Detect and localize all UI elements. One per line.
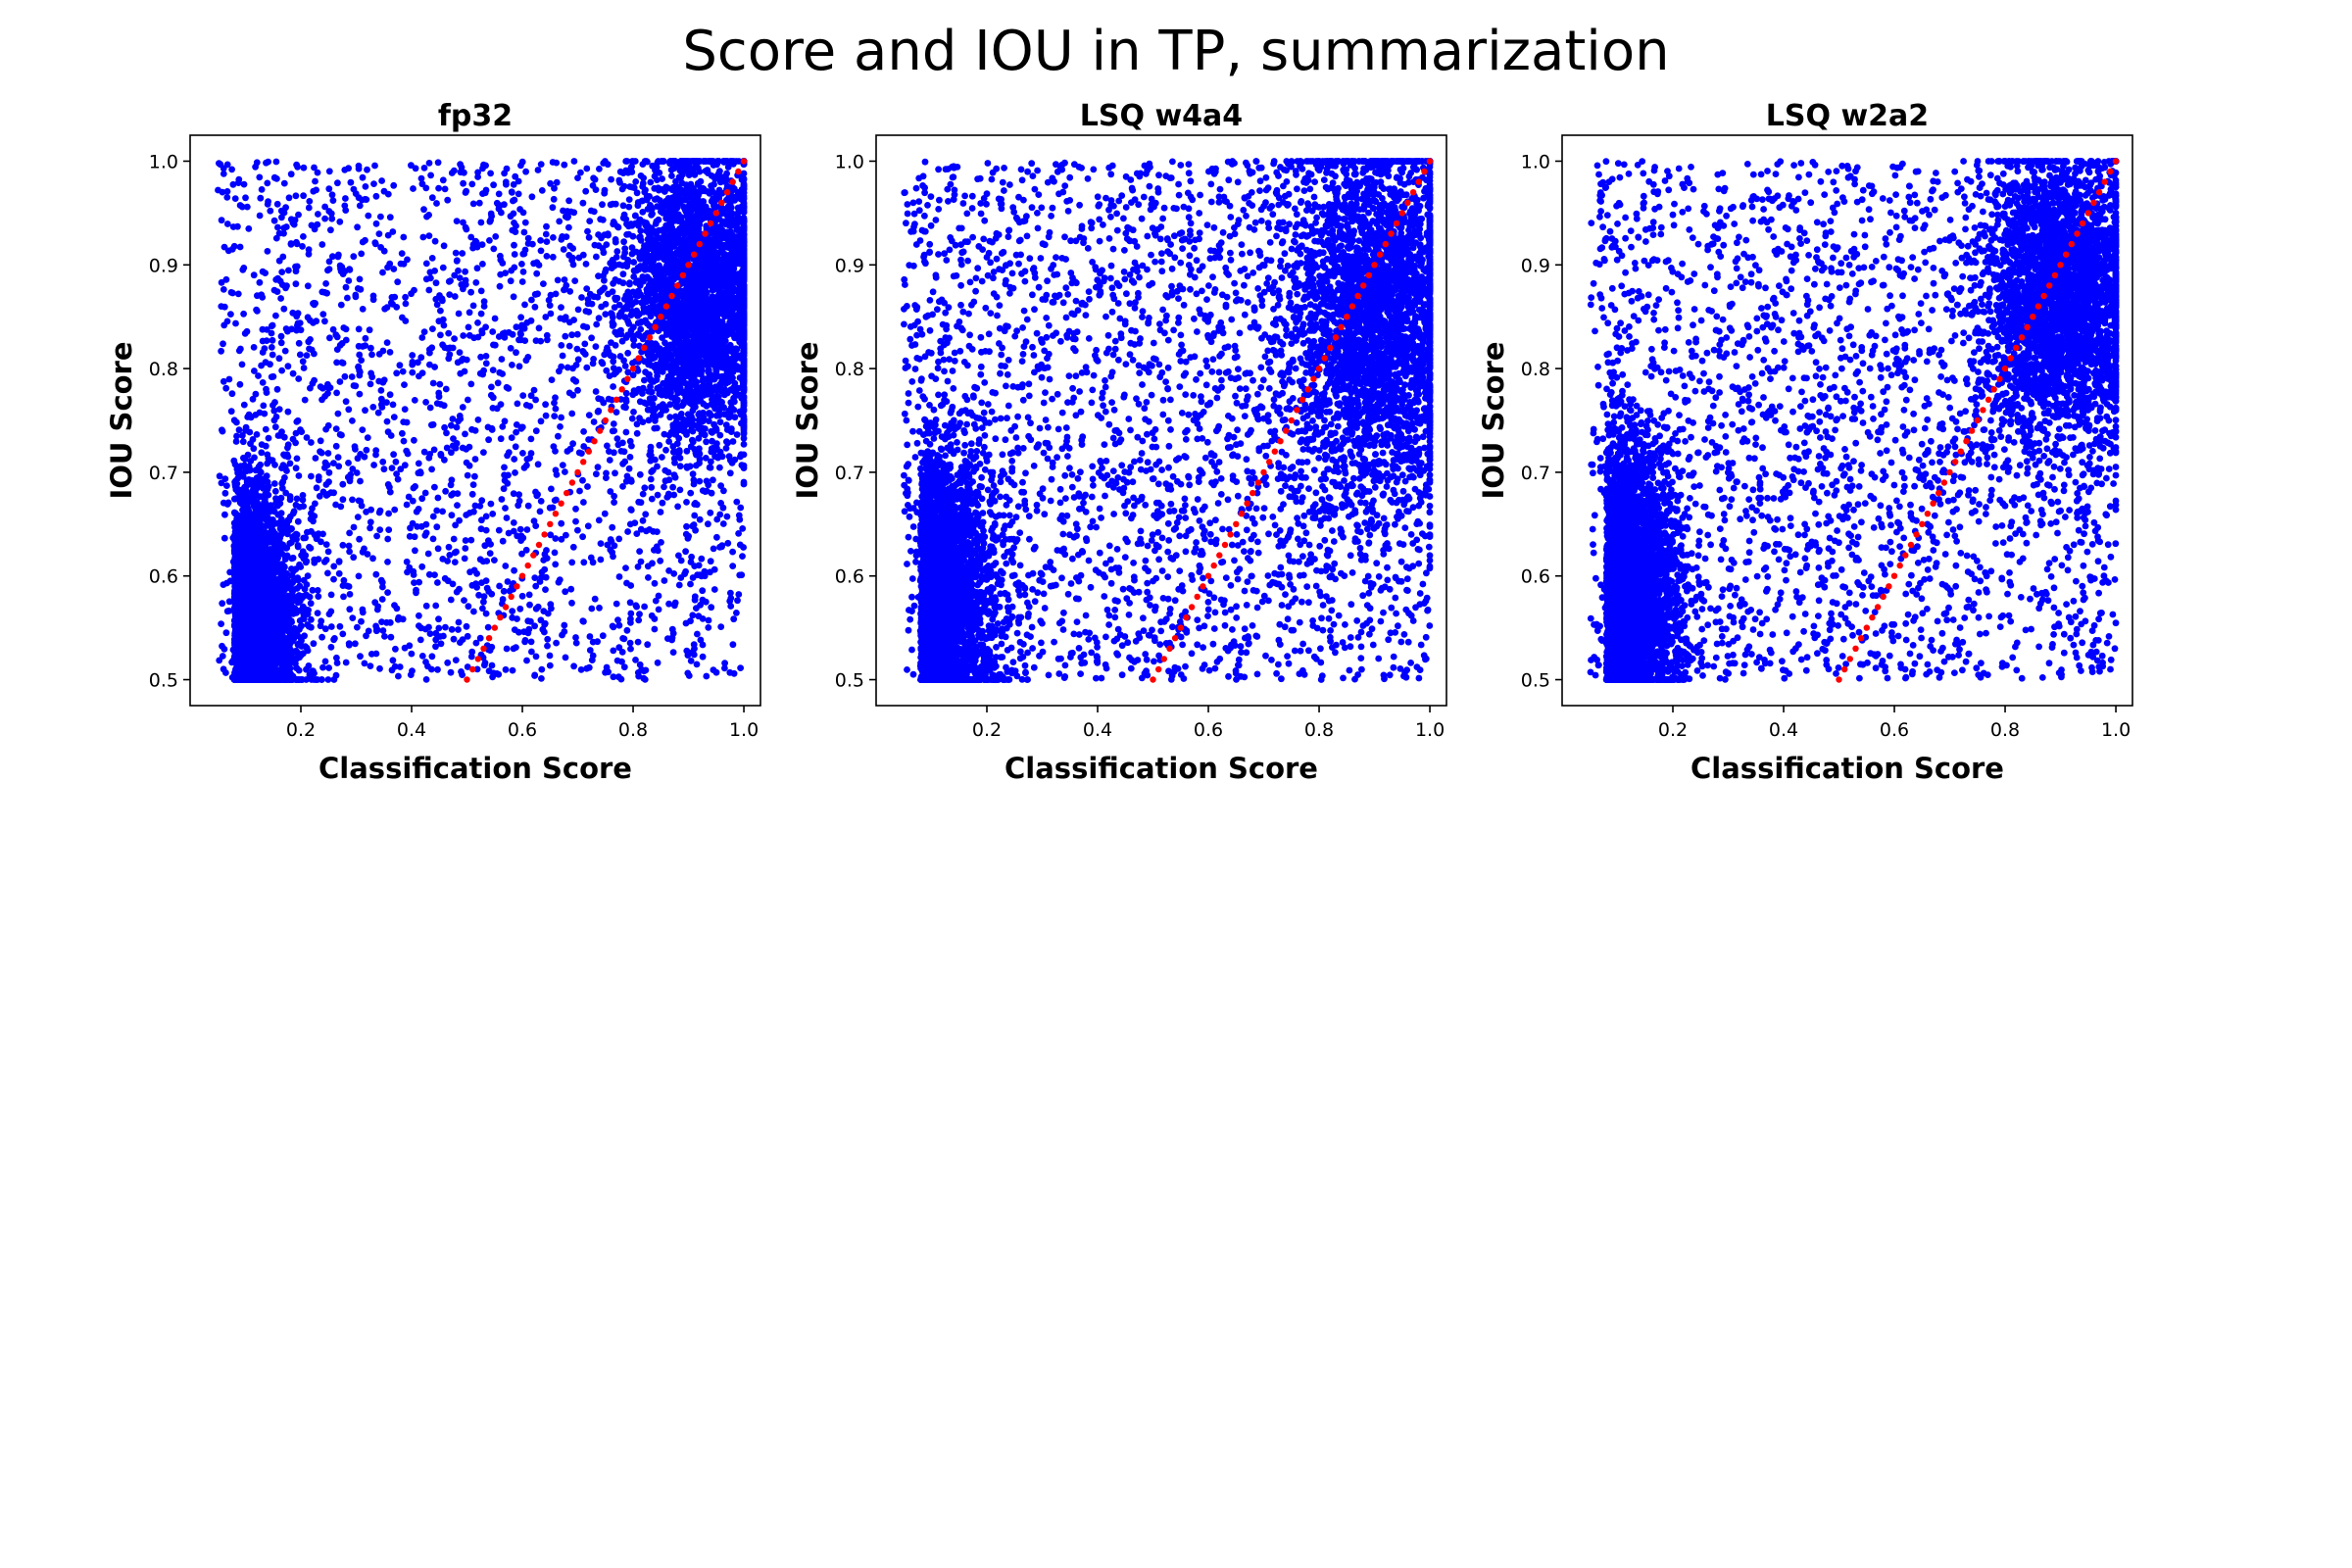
scatter-point: [257, 461, 264, 468]
scatter-point: [313, 676, 320, 683]
scatter-point: [583, 364, 591, 371]
scatter-point: [240, 505, 247, 513]
scatter-point: [250, 500, 258, 508]
scatter-point: [276, 667, 284, 674]
scatter-point: [609, 288, 616, 295]
scatter-point: [288, 571, 296, 579]
scatter-point: [324, 548, 332, 556]
scatter-point: [308, 623, 315, 631]
scatter-point: [280, 656, 288, 662]
scatter-point: [232, 593, 240, 601]
scatter-point: [231, 478, 239, 486]
scatter-point: [305, 662, 313, 669]
scatter-point: [239, 438, 247, 446]
scatter-point: [318, 676, 325, 683]
scatter-point: [242, 656, 250, 662]
scatter-point: [293, 585, 301, 592]
scatter-point: [253, 524, 261, 532]
scatter-point: [689, 470, 697, 478]
scatter-point: [278, 484, 286, 492]
scatter-point: [248, 564, 255, 571]
scatter-point: [296, 561, 303, 568]
scatter-point: [282, 569, 289, 577]
scatter-point: [276, 676, 284, 683]
scatter-point: [633, 429, 641, 437]
scatter-point: [251, 454, 258, 462]
scatter-point: [295, 576, 302, 584]
scatter-point: [286, 460, 294, 467]
scatter-point: [240, 638, 247, 646]
scatter-point: [335, 569, 343, 577]
scatter-point: [740, 441, 748, 448]
scatter-point: [262, 534, 270, 542]
scatter-point: [709, 437, 715, 445]
scatter-point: [641, 484, 649, 492]
scatter-point: [248, 633, 255, 641]
scatter-point: [252, 466, 260, 474]
scatter-point: [274, 551, 282, 559]
scatter-point: [292, 501, 300, 509]
scatter-point: [235, 569, 243, 576]
scatter-point: [584, 227, 591, 235]
scatter-point: [240, 540, 247, 547]
scatter-point: [620, 238, 627, 246]
scatter-point: [274, 502, 281, 510]
scatter-point: [241, 530, 249, 538]
scatter-point: [300, 615, 308, 623]
scatter-point: [299, 492, 307, 499]
scatter-point: [271, 487, 279, 495]
scatter-point: [294, 543, 302, 551]
scatter-point: [613, 435, 621, 442]
scatter-point: [295, 472, 303, 479]
scatter-point: [269, 581, 276, 588]
scatter-point: [232, 520, 239, 528]
scatter-point: [248, 530, 255, 537]
scatter-point: [308, 615, 315, 623]
scatter-point: [232, 438, 240, 445]
scatter-point: [235, 426, 243, 434]
scatter-point: [324, 676, 332, 683]
scatter-point: [691, 512, 699, 519]
subplot-title: fp32: [438, 99, 513, 133]
scatter-point: [656, 441, 663, 449]
scatter-point: [288, 565, 295, 572]
scatter-point: [283, 552, 291, 560]
scatter-point: [233, 432, 240, 440]
scatter-point: [601, 276, 608, 284]
scatter-point: [286, 493, 294, 500]
scatter-point: [259, 573, 267, 581]
scatter-point: [251, 578, 258, 586]
scatter-point: [253, 431, 261, 438]
scatter-point: [244, 515, 252, 523]
scatter-point: [254, 538, 262, 546]
scatter-points: [215, 158, 748, 683]
scatter-point: [279, 601, 287, 608]
scatter-point: [246, 522, 254, 530]
scatter-point: [300, 503, 307, 510]
scatter-point: [293, 664, 301, 672]
scatter-point: [243, 628, 251, 636]
scatter-point: [683, 499, 690, 506]
scatter-point: [266, 571, 273, 579]
scatter-point: [315, 593, 322, 600]
scatter-point: [263, 472, 270, 480]
figure-title: Score and IOU in TP, summarization: [0, 20, 2352, 83]
scatter-point: [233, 528, 241, 536]
scatter-point: [318, 633, 325, 641]
scatter-point: [284, 625, 292, 633]
scatter-point: [321, 658, 329, 665]
scatter-point: [636, 415, 643, 422]
scatter-point: [258, 548, 265, 556]
scatter-point: [327, 591, 335, 599]
scatter-point: [261, 507, 269, 514]
scatter-point: [307, 600, 315, 608]
scatter-point: [622, 428, 630, 436]
